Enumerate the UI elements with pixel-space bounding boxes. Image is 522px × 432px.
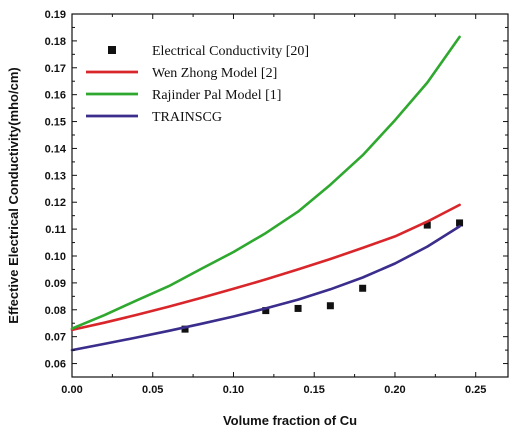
y-tick-label: 0.19 bbox=[45, 9, 66, 21]
plot-border bbox=[71, 13, 509, 378]
y-tick-label: 0.14 bbox=[45, 143, 67, 155]
series-line bbox=[70, 225, 461, 352]
data-point bbox=[456, 219, 464, 227]
tick-layer: 0.00 0.05 0.10 0.15 0.20 0.25 0.06 0.07 0.08 0.09… bbox=[45, 9, 508, 396]
data-point bbox=[359, 284, 367, 292]
legend-item: Rajinder Pal Model [1] bbox=[86, 88, 281, 103]
series-0 bbox=[181, 219, 464, 333]
y-tick-label: 0.18 bbox=[45, 36, 66, 48]
data-point bbox=[294, 304, 302, 312]
series-2 bbox=[70, 35, 461, 330]
x-tick-label: 0.25 bbox=[465, 384, 486, 396]
y-tick-label: 0.12 bbox=[45, 197, 66, 209]
series-layer bbox=[70, 35, 464, 352]
y-tick-label: 0.09 bbox=[45, 278, 66, 290]
legend-label: TRAINSCG bbox=[152, 110, 222, 125]
y-tick-label: 0.17 bbox=[45, 63, 66, 75]
y-tick-label: 0.06 bbox=[45, 359, 66, 371]
y-tick-label: 0.15 bbox=[45, 117, 66, 129]
data-point bbox=[181, 325, 189, 333]
legend-label: Rajinder Pal Model [1] bbox=[152, 88, 281, 103]
data-point bbox=[423, 221, 431, 229]
legend: Electrical Conductivity [20] Wen Zhong Mo… bbox=[86, 44, 309, 125]
y-tick-label: 0.10 bbox=[45, 251, 66, 263]
y-tick-label: 0.08 bbox=[45, 305, 66, 317]
series-1 bbox=[70, 203, 461, 332]
data-point bbox=[262, 307, 270, 315]
x-tick-label: 0.20 bbox=[384, 384, 405, 396]
x-tick-label: 0.05 bbox=[142, 384, 163, 396]
series-3 bbox=[70, 225, 461, 352]
x-axis-label: Volume fraction of Cu bbox=[223, 413, 357, 428]
x-tick-label: 0.15 bbox=[304, 384, 325, 396]
y-tick-label: 0.07 bbox=[45, 332, 66, 344]
y-tick-label: 0.13 bbox=[45, 170, 66, 182]
legend-marker bbox=[108, 46, 116, 54]
plot-area bbox=[71, 13, 509, 378]
legend-label: Electrical Conductivity [20] bbox=[152, 44, 309, 59]
series-line bbox=[70, 203, 461, 332]
series-line bbox=[70, 35, 461, 330]
legend-item: Wen Zhong Model [2] bbox=[86, 66, 277, 81]
y-tick-label: 0.11 bbox=[45, 224, 66, 236]
x-tick-label: 0.00 bbox=[61, 384, 82, 396]
x-tick-label: 0.10 bbox=[223, 384, 244, 396]
data-point bbox=[326, 302, 334, 310]
legend-item: Electrical Conductivity [20] bbox=[108, 44, 309, 59]
legend-label: Wen Zhong Model [2] bbox=[152, 66, 277, 81]
y-tick-label: 0.16 bbox=[45, 90, 66, 102]
legend-item: TRAINSCG bbox=[86, 110, 222, 125]
y-axis-label: Effective Electrical Conductivity(mho/cm… bbox=[6, 67, 21, 323]
